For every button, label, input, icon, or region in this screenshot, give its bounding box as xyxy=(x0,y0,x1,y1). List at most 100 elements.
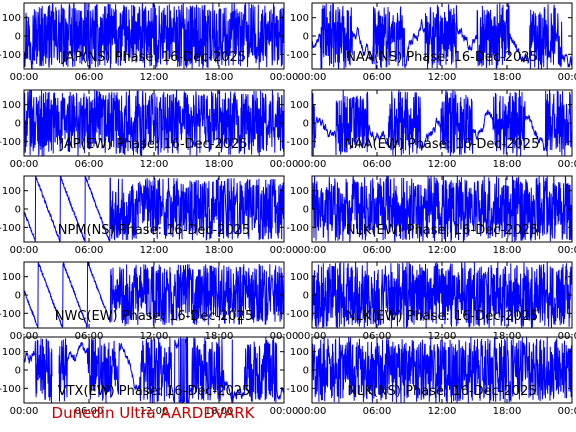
y-tick-label: 0 xyxy=(303,32,309,43)
x-tick-label: 06:00 xyxy=(363,72,392,83)
x-tick-label: 18:00 xyxy=(205,406,234,417)
phase-trace xyxy=(24,176,284,242)
panel-title: NPM(NS) Phase: 16-Dec-2025 xyxy=(58,223,251,238)
y-tick-label: 100 xyxy=(2,347,21,358)
phase-trace xyxy=(312,90,572,156)
x-tick-label: 18:00 xyxy=(493,406,522,417)
phase-panel: 100 0 -100 00:00 06:00 12:00 18:00 00:00 VTX(EW)… xyxy=(0,336,299,417)
y-tick-label: -100 xyxy=(0,309,21,320)
x-tick-label: 12:00 xyxy=(140,159,169,170)
x-tick-label: 00:00 xyxy=(298,406,327,417)
x-tick-label: 12:00 xyxy=(140,245,169,256)
x-tick-label: 12:00 xyxy=(140,72,169,83)
phase-trace xyxy=(312,262,572,328)
panel-title: JAP(NS) Phase: 16-Dec-2025 xyxy=(61,50,246,65)
y-tick-label: 0 xyxy=(15,119,21,130)
phase-trace xyxy=(312,337,572,403)
y-tick-label: 0 xyxy=(15,32,21,43)
phase-panel: 100 0 -100 00:00 06:00 12:00 18:00 00:00 JAP(EW)… xyxy=(0,89,299,170)
y-tick-label: 100 xyxy=(2,186,21,197)
x-tick-label: 00:00 xyxy=(558,406,576,417)
x-tick-label: 00:00 xyxy=(10,72,39,83)
phase-panel: 100 0 -100 00:00 06:00 12:00 18:00 00:00 NAA(EW)… xyxy=(286,89,576,170)
x-tick-label: 00:00 xyxy=(558,72,576,83)
y-tick-label: -100 xyxy=(0,223,21,234)
x-tick-label: 06:00 xyxy=(363,245,392,256)
x-tick-label: 00:00 xyxy=(10,245,39,256)
y-tick-label: 100 xyxy=(290,100,309,111)
x-tick-label: 00:00 xyxy=(270,406,299,417)
panel-title: NLK(NS) Phase: 16-Dec-2025 xyxy=(347,384,536,399)
y-tick-label: -100 xyxy=(286,223,309,234)
panel-title: NAA(NS) Phase: 16-Dec-2025 xyxy=(346,50,538,65)
x-tick-label: 18:00 xyxy=(493,245,522,256)
x-tick-label: 18:00 xyxy=(205,159,234,170)
x-tick-label: 06:00 xyxy=(75,245,104,256)
y-tick-label: -100 xyxy=(286,384,309,395)
x-tick-label: 00:00 xyxy=(558,159,576,170)
y-tick-label: -100 xyxy=(286,137,309,148)
y-tick-label: 0 xyxy=(15,291,21,302)
x-tick-label: 18:00 xyxy=(205,245,234,256)
x-tick-label: 18:00 xyxy=(205,72,234,83)
phase-panel: 100 0 -100 00:00 06:00 12:00 18:00 00:00 NPM(NS)… xyxy=(0,175,299,256)
phase-panel: 100 0 -100 00:00 06:00 12:00 18:00 00:00 NAA(NS)… xyxy=(286,2,576,83)
x-tick-label: 06:00 xyxy=(75,159,104,170)
x-tick-label: 00:00 xyxy=(270,72,299,83)
x-tick-label: 18:00 xyxy=(493,72,522,83)
x-tick-label: 06:00 xyxy=(75,406,104,417)
x-tick-label: 12:00 xyxy=(428,159,457,170)
y-tick-label: 0 xyxy=(303,366,309,377)
phase-trace xyxy=(24,337,284,403)
x-tick-label: 06:00 xyxy=(363,159,392,170)
phase-trace xyxy=(24,90,284,156)
panel-title: NWC(EW) Phase: 16-Dec-2025 xyxy=(55,309,254,324)
y-tick-label: -100 xyxy=(0,384,21,395)
y-tick-label: -100 xyxy=(0,50,21,61)
y-tick-label: -100 xyxy=(286,50,309,61)
x-tick-label: 00:00 xyxy=(10,159,39,170)
y-tick-label: -100 xyxy=(0,137,21,148)
x-tick-label: 18:00 xyxy=(493,159,522,170)
panel-title: VTX(EW) Phase: 16-Dec-2025 xyxy=(58,384,251,399)
x-tick-label: 00:00 xyxy=(298,72,327,83)
x-tick-label: 00:00 xyxy=(298,159,327,170)
phase-panel: 1000-10000:0006:0012:0018:0000:00NLK(EW)… xyxy=(286,261,576,342)
x-tick-label: 06:00 xyxy=(75,72,104,83)
panel-title: NLK(EW) Phase: 16-Dec-2025 xyxy=(346,309,538,324)
y-tick-label: -100 xyxy=(286,309,309,320)
x-tick-label: 00:00 xyxy=(558,245,576,256)
x-tick-label: 00:00 xyxy=(298,245,327,256)
y-tick-label: 100 xyxy=(2,100,21,111)
y-tick-label: 0 xyxy=(15,366,21,377)
y-tick-label: 100 xyxy=(290,186,309,197)
x-tick-label: 00:00 xyxy=(270,159,299,170)
x-tick-label: 00:00 xyxy=(10,406,39,417)
y-tick-label: 100 xyxy=(290,13,309,24)
panel-title: NLK(EW) Phase: 16-Dec-2025 xyxy=(346,223,538,238)
y-tick-label: 100 xyxy=(2,13,21,24)
footer-title: Dunedin Ultra AARDDVARK xyxy=(51,404,255,422)
panel-title: JAP(EW) Phase: 16-Dec-2025 xyxy=(59,137,247,152)
phase-trace xyxy=(312,3,572,69)
y-tick-label: 0 xyxy=(303,119,309,130)
panel-title: NAA(EW) Phase: 16-Dec-2025 xyxy=(345,137,540,152)
phase-trace xyxy=(24,3,284,69)
y-tick-label: 0 xyxy=(303,291,309,302)
x-tick-label: 12:00 xyxy=(428,72,457,83)
phase-trace xyxy=(24,262,284,328)
y-tick-label: 100 xyxy=(290,272,309,283)
phase-panel: 100 0 -100 00:00 06:00 12:00 18:00 00:00 NLK(NS)… xyxy=(286,336,576,417)
y-tick-label: 100 xyxy=(290,347,309,358)
x-tick-label: 00:00 xyxy=(270,245,299,256)
y-tick-label: 100 xyxy=(2,272,21,283)
y-tick-label: 0 xyxy=(303,205,309,216)
x-tick-label: 06:00 xyxy=(363,406,392,417)
x-tick-label: 12:00 xyxy=(428,245,457,256)
x-tick-label: 12:00 xyxy=(428,406,457,417)
phase-panel: 100 0 -100 00:00 06:00 12:00 18:00 00:00 JAP(NS)… xyxy=(0,2,299,83)
y-tick-label: 0 xyxy=(15,205,21,216)
phase-panel: 100 0 -100 00:00 06:00 12:00 18:00 00:00 NLK(EW)… xyxy=(286,175,576,256)
